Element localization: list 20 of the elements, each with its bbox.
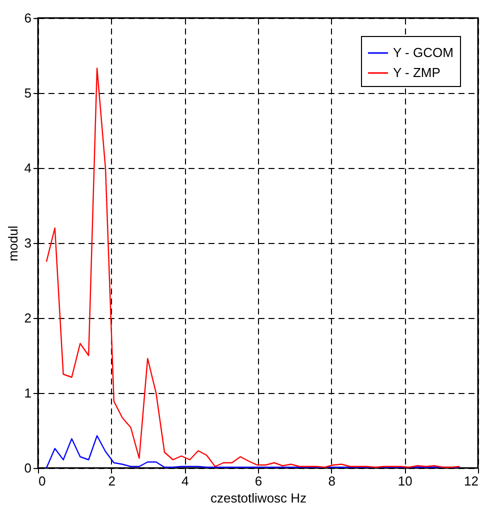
y-tick-label: 6 <box>24 10 32 26</box>
line-series <box>46 68 460 468</box>
y-tick-label: 5 <box>24 86 32 100</box>
x-tick-label: 6 <box>254 474 262 488</box>
y-tick-label: 0 <box>24 460 32 476</box>
x-tick-label: 0 <box>38 474 46 488</box>
y-tick-label: 1 <box>24 386 32 400</box>
x-tick-label: 10 <box>398 474 412 488</box>
legend-label: Y - GCOM <box>393 45 454 60</box>
y-axis-title: modul <box>5 226 20 262</box>
x-tick-label: 8 <box>328 474 336 488</box>
x-tick-label: 4 <box>182 474 189 488</box>
y-tick-label: 4 <box>24 160 32 176</box>
line-series <box>46 435 460 468</box>
legend-label: Y - ZMP <box>393 65 440 80</box>
y-tick-label: 3 <box>24 236 32 250</box>
y-tick-label: 2 <box>24 310 32 326</box>
x-tick-label: 12 <box>464 474 478 488</box>
x-tick-label: 2 <box>108 474 116 488</box>
x-axis-title: czestotliwosc Hz <box>210 490 307 506</box>
